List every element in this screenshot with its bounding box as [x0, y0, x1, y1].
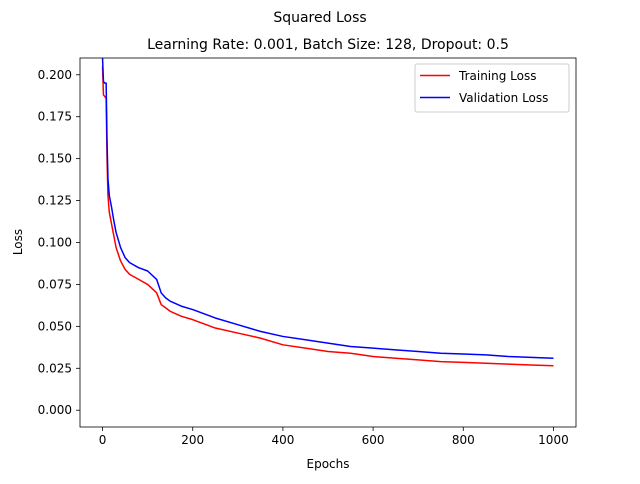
x-tick-label: 400: [271, 433, 294, 447]
y-tick-label: 0.000: [38, 403, 72, 417]
y-tick-label: 0.025: [38, 361, 72, 375]
y-tick-label: 0.175: [38, 110, 72, 124]
x-axis-label: Epochs: [307, 457, 350, 471]
x-tick-label: 200: [181, 433, 204, 447]
chart-title: Learning Rate: 0.001, Batch Size: 128, D…: [147, 37, 509, 53]
legend-box: [414, 63, 570, 113]
y-tick-label: 0.150: [38, 152, 72, 166]
x-tick-label: 800: [452, 433, 475, 447]
x-tick-label: 600: [362, 433, 385, 447]
legend-label-validation: Validation Loss: [459, 91, 548, 105]
y-tick-label: 0.050: [38, 319, 72, 333]
y-tick-label: 0.125: [38, 194, 72, 208]
y-axis: 0.000 0.025 0.050 0.075 0.100 0.125 0.150 0.175…: [38, 68, 80, 417]
y-tick-label: 0.075: [38, 277, 72, 291]
series-layer: [101, 57, 554, 367]
x-tick-label: 1000: [538, 433, 569, 447]
chart-suptitle: Squared Loss: [273, 10, 366, 26]
x-tick-label: 0: [99, 433, 107, 447]
x-axis: 0 200 400 600 800 1000: [99, 427, 569, 447]
y-tick-label: 0.200: [38, 68, 72, 82]
legend-label-training: Training Loss: [458, 69, 536, 83]
y-axis-label: Loss: [11, 229, 25, 255]
series-line-training: [101, 66, 554, 367]
legend: Training Loss Validation Loss: [414, 63, 570, 113]
y-tick-label: 0.100: [38, 236, 72, 250]
series-line-validation: [101, 57, 554, 359]
plot-area: [80, 58, 576, 427]
